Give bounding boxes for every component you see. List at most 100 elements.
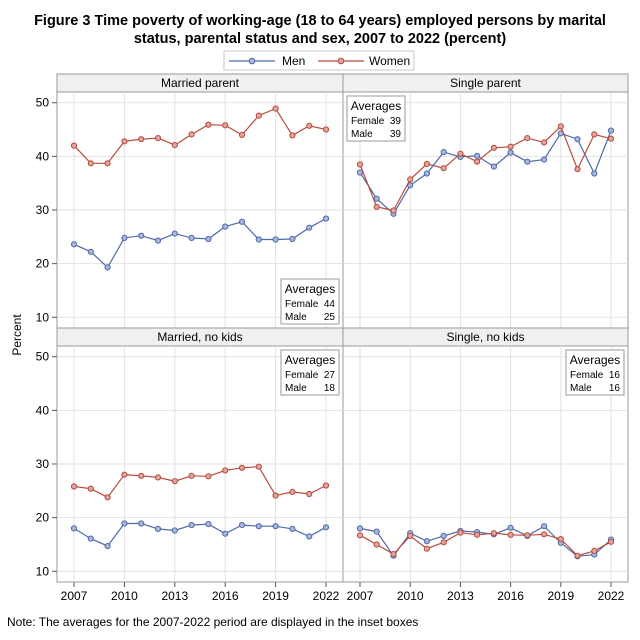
avg-male-value: 16 xyxy=(609,383,621,394)
series-line-men xyxy=(359,130,612,215)
series-line-men xyxy=(73,218,327,269)
series-line-men xyxy=(73,522,327,547)
data-point-women xyxy=(541,531,548,538)
averages-inset: Averages Female 44 Male 25 xyxy=(280,278,340,325)
data-point-women xyxy=(507,531,514,538)
data-point-men xyxy=(255,523,262,530)
legend-men-marker xyxy=(248,57,256,65)
data-point-women xyxy=(272,492,279,499)
avg-male-value: 18 xyxy=(324,383,336,394)
data-point-men xyxy=(289,525,296,533)
series-line-women xyxy=(73,466,327,499)
data-point-women xyxy=(104,160,111,167)
data-point-women xyxy=(356,161,364,168)
data-point-women xyxy=(138,136,145,143)
data-point-men xyxy=(138,520,145,527)
averages-header: Averages xyxy=(285,353,335,367)
data-point-men xyxy=(272,236,279,243)
panel-1: Single parent Averages Female 39 Male 39 xyxy=(342,73,629,329)
data-point-women xyxy=(255,463,262,470)
data-point-men xyxy=(121,234,128,241)
data-point-men xyxy=(356,169,364,176)
data-point-women xyxy=(104,494,111,501)
y-tick-label: 50 xyxy=(36,96,50,110)
data-point-men xyxy=(121,520,128,527)
data-point-women xyxy=(238,464,246,471)
x-tick-label: 2022 xyxy=(598,589,625,603)
x-tick-label: 2022 xyxy=(313,589,340,603)
panel-title: Married parent xyxy=(161,76,240,90)
chart-title-line2: status, parental status and sex, 2007 to… xyxy=(134,31,506,47)
data-point-men xyxy=(423,170,430,177)
data-point-women xyxy=(272,105,279,112)
data-point-men xyxy=(255,236,262,243)
data-point-women xyxy=(574,552,581,559)
avg-female-value: 16 xyxy=(609,370,621,381)
data-point-men xyxy=(154,237,162,244)
x-tick-label: 2019 xyxy=(262,589,289,603)
x-tick-label: 2016 xyxy=(497,589,524,603)
data-point-men xyxy=(171,527,178,534)
averages-inset: Averages Female 39 Male 39 xyxy=(346,95,406,142)
data-point-women xyxy=(289,488,296,495)
data-point-men xyxy=(70,525,78,532)
averages-box xyxy=(565,349,625,396)
avg-female-label: Female xyxy=(570,370,604,381)
chart-title-line1: Figure 3 Time poverty of working-age (18… xyxy=(34,13,606,29)
data-point-women xyxy=(322,126,330,133)
data-point-men xyxy=(322,215,330,222)
data-point-women xyxy=(121,471,128,478)
y-tick-label: 30 xyxy=(36,457,50,471)
data-point-women xyxy=(474,158,481,165)
data-point-men xyxy=(541,523,548,530)
panel-3: Single, no kids Averages Female 16 Male 16 xyxy=(342,327,629,583)
data-point-women xyxy=(322,482,330,489)
data-point-women xyxy=(507,143,514,150)
data-point-men xyxy=(138,232,145,239)
data-point-women xyxy=(171,478,178,485)
avg-male-label: Male xyxy=(570,383,592,394)
data-point-women xyxy=(87,160,94,167)
data-point-men xyxy=(222,223,229,230)
averages-inset: Averages Female 27 Male 18 xyxy=(280,349,340,396)
data-point-men xyxy=(87,248,94,255)
data-point-women xyxy=(607,135,615,142)
data-point-women xyxy=(188,472,195,479)
data-point-women xyxy=(289,132,296,139)
data-point-women xyxy=(255,112,262,119)
data-point-women xyxy=(373,203,380,210)
legend-women-label: Women xyxy=(369,54,410,68)
data-point-men xyxy=(238,522,246,529)
data-point-men xyxy=(188,234,195,241)
avg-female-label: Female xyxy=(285,299,319,310)
data-point-women xyxy=(205,121,212,128)
series-line-women xyxy=(359,125,612,212)
x-tick-label: 2016 xyxy=(212,589,239,603)
averages-inset: Averages Female 16 Male 16 xyxy=(565,349,625,396)
legend: Men Women xyxy=(223,50,415,71)
data-point-men xyxy=(289,235,296,243)
avg-female-value: 39 xyxy=(390,116,402,127)
data-point-women xyxy=(407,532,414,540)
y-tick-label: 10 xyxy=(36,564,50,578)
data-point-women xyxy=(70,483,78,490)
data-point-men xyxy=(171,230,178,237)
data-point-women xyxy=(390,551,397,558)
data-point-women xyxy=(440,539,447,546)
data-point-women xyxy=(407,176,414,183)
panel-0: Married parent Averages Female 44 Male 25 xyxy=(56,73,344,329)
data-point-men xyxy=(322,524,330,531)
x-tick-label: 2010 xyxy=(111,589,138,603)
y-tick-label: 30 xyxy=(36,203,50,217)
data-point-women xyxy=(138,472,145,479)
data-point-women xyxy=(557,536,564,543)
data-point-women xyxy=(423,545,430,552)
data-point-women xyxy=(457,150,464,157)
panel-title: Single parent xyxy=(450,76,521,90)
data-point-women xyxy=(524,532,531,539)
data-point-men xyxy=(272,523,279,530)
data-point-women xyxy=(222,467,229,474)
data-point-women xyxy=(154,135,162,142)
data-point-women xyxy=(171,142,178,149)
avg-female-label: Female xyxy=(351,116,385,127)
